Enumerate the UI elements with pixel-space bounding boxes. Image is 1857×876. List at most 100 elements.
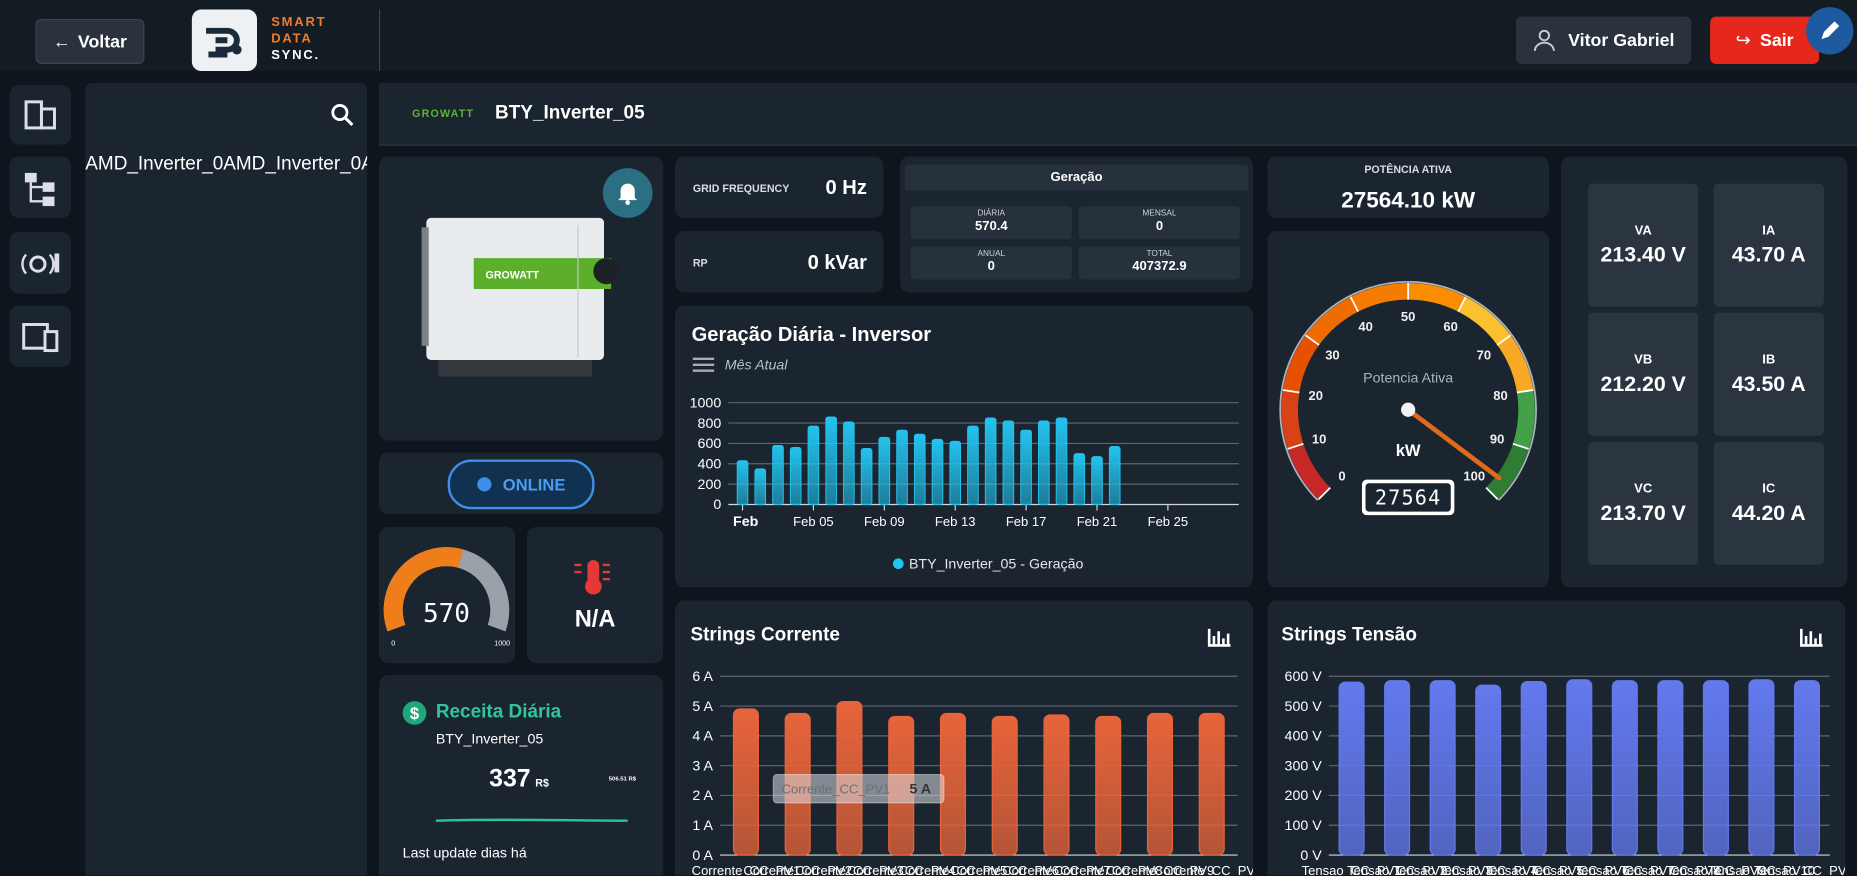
divider: [378, 9, 381, 72]
chart-title: Strings Tensão: [1281, 625, 1417, 646]
bar: [984, 417, 997, 505]
tree-lines: AMD_Inverter_0AMD_Inverter_0AMD_Inverter…: [85, 154, 367, 175]
x-tick-label: Corrente_CC_PV3: [795, 863, 904, 875]
gauge-tick-label: 50: [1401, 309, 1415, 324]
generation-value: 407372.9: [1132, 259, 1187, 274]
nav-sensors[interactable]: [9, 232, 72, 294]
gauge-display: 570: [423, 599, 470, 629]
bar: [772, 444, 784, 505]
device-header: GROWATT BTY_Inverter_05: [378, 82, 1857, 146]
icon: [22, 323, 59, 353]
bell-icon: [618, 183, 638, 205]
gauge-tick: [1457, 296, 1467, 313]
y-tick-label: 600: [698, 436, 722, 452]
y-tick-label: 0: [713, 497, 721, 513]
metric-value: 0 Hz: [825, 176, 867, 199]
back-button[interactable]: ← Voltar: [35, 18, 145, 64]
legend-swatch: [892, 558, 904, 570]
status-dot: [476, 477, 491, 492]
strings-voltage-chart: 0 V 100 V 200 V 300 V 400 V 500 V 600 V Tensao_…: [1285, 628, 1845, 875]
bar: [913, 433, 926, 505]
bar: [860, 448, 873, 505]
generation-card: Geração DIÁRIA 570.4 MENSAL 0 ANUAL 0 TOTAL 407…: [900, 156, 1254, 293]
x-tick-label: Tensao_CC_PV4: [1438, 863, 1538, 875]
revenue-card: $ Receita Diária BTY_Inverter_05 337 R$ …: [378, 675, 664, 876]
nav-devices[interactable]: [9, 305, 72, 368]
legend-label: BTY_Inverter_05 - Geração: [909, 556, 1084, 572]
chart-icon: [1800, 628, 1823, 647]
bar: [1657, 680, 1684, 856]
tree-item[interactable]: AMD_Inverter_0: [361, 154, 367, 174]
logout-button[interactable]: ↪ Sair: [1710, 16, 1820, 64]
x-tick-label: Corrente_CC_PV1: [692, 863, 801, 875]
rp-card: RP 0 kVar: [675, 230, 884, 293]
x-tick-label: Tensao_CC_PV2: [1347, 863, 1447, 875]
phase-label: IB: [1762, 352, 1776, 368]
phase-tile: IA 43.70 A: [1713, 183, 1824, 307]
bar: [1702, 680, 1729, 856]
x-tick-label: Feb 09: [864, 514, 905, 529]
tree-item[interactable]: AMD_Inverter_0: [85, 153, 224, 175]
tree-panel: AMD_Inverter_0AMD_Inverter_0AMD_Inverter…: [85, 82, 368, 876]
user-name: Vitor Gabriel: [1568, 30, 1675, 51]
y-tick-label: 6 A: [692, 669, 713, 685]
generation-tile: DIÁRIA 570.4: [910, 206, 1072, 240]
revenue-device: BTY_Inverter_05: [435, 730, 544, 748]
generation-label: TOTAL: [1146, 249, 1173, 259]
gauge-needle: [1405, 407, 1502, 481]
nav-tree[interactable]: [9, 156, 72, 218]
bar: [1043, 714, 1070, 856]
active-power-card: POTÊNCIA ATIVA 27564.10 kW: [1267, 156, 1550, 218]
menu-icon[interactable]: [692, 356, 718, 373]
logout-label: Sair: [1760, 30, 1794, 51]
metric-label: GRID FREQUENCY: [692, 182, 790, 195]
status-pill: ONLINE: [447, 459, 595, 510]
bar: [878, 436, 891, 505]
y-tick-label: 300 V: [1285, 758, 1323, 774]
bar: [991, 715, 1018, 856]
y-tick-label: 5 A: [692, 699, 713, 715]
gauge-tick-label: 100: [1463, 469, 1485, 484]
gauge-tick-label: 20: [1308, 388, 1322, 403]
bar: [732, 708, 759, 856]
alarm-button[interactable]: [602, 168, 653, 218]
generation-tile: TOTAL 407372.9: [1078, 246, 1240, 280]
revenue-value: 337: [489, 765, 531, 793]
gauge-display-box: [414, 593, 479, 629]
revenue-currency: R$: [535, 776, 549, 789]
search-icon[interactable]: [329, 102, 357, 130]
gauge-band: [1281, 389, 1304, 449]
metric-label: POTÊNCIA ATIVA: [1364, 163, 1452, 176]
gauge-tick: [1305, 334, 1320, 346]
gauge-tick-label: 0: [1338, 469, 1345, 484]
y-tick-label: 4 A: [692, 729, 713, 745]
logo-icon: [191, 9, 257, 72]
generation-value: 570.4: [974, 219, 1008, 234]
gauge-tick-label: 80: [1493, 388, 1507, 403]
tooltip-label: Corrente_CC_PV1: [782, 781, 891, 796]
active-power-gauge: 0 10 20 30 40 50 60 70 80 90 100 Potencia Ativa kW 27…: [1279, 280, 1537, 516]
logout-icon: ↪: [1735, 30, 1751, 51]
status-label: ONLINE: [502, 474, 566, 494]
phase-tile: VA 213.40 V: [1588, 183, 1699, 307]
daily-chart: 0 200 400 600 800 1000 Feb Feb 05 Feb 09 Feb 13 Fe…: [690, 395, 1239, 572]
x-tick-label: Tensao_CC_PV5: [1484, 863, 1584, 875]
gauge-display: 27564: [1375, 486, 1442, 510]
y-tick-label: 200 V: [1285, 788, 1323, 804]
edit-button[interactable]: [1806, 7, 1854, 55]
metric-label: RP: [692, 256, 708, 269]
generation-value: 0: [1155, 219, 1164, 234]
y-tick-label: 800: [698, 416, 722, 432]
y-tick-label: 1000: [690, 395, 722, 411]
gauge-band: [1282, 335, 1320, 393]
strings-current-chart: 0 A1 A2 A3 A4 A5 A6 ACorrente_CC_PV1Corr…: [692, 628, 1253, 875]
phase-label: IC: [1762, 482, 1776, 497]
tree-item[interactable]: AMD_Inverter_0: [223, 153, 362, 175]
bar: [1475, 684, 1502, 856]
user-button[interactable]: Vitor Gabriel: [1515, 16, 1692, 64]
nav-plant[interactable]: [9, 85, 72, 145]
bar: [1198, 712, 1225, 856]
x-tick-label: Tensao_CC_PV7: [1575, 863, 1675, 875]
x-tick-label: Corrente_CC_PV10: [1154, 863, 1253, 875]
temperature-value: N/A: [574, 606, 616, 633]
